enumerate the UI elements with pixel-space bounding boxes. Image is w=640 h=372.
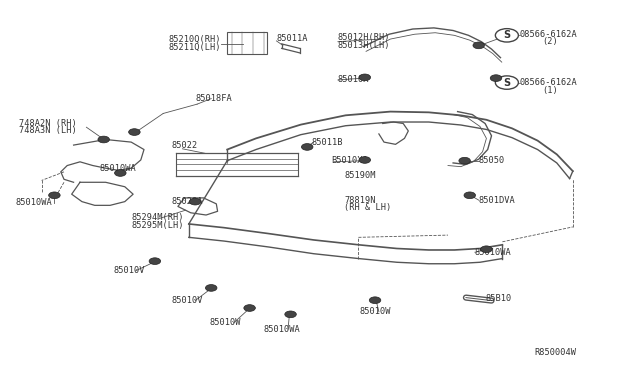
Text: (2): (2): [543, 37, 559, 46]
Circle shape: [495, 76, 518, 89]
Text: 85012H(RH): 85012H(RH): [338, 33, 390, 42]
Text: 85010W: 85010W: [210, 318, 241, 327]
Text: 85295M(LH): 85295M(LH): [131, 221, 184, 230]
Circle shape: [285, 311, 296, 318]
Text: S: S: [503, 31, 511, 40]
Circle shape: [115, 170, 126, 176]
Circle shape: [149, 258, 161, 264]
Text: 85011B: 85011B: [312, 138, 343, 147]
Text: 85211Q(LH): 85211Q(LH): [168, 43, 221, 52]
Text: 85010WA: 85010WA: [99, 164, 136, 173]
Text: 85010V: 85010V: [114, 266, 145, 275]
Circle shape: [49, 192, 60, 199]
Circle shape: [490, 75, 502, 81]
Circle shape: [205, 285, 217, 291]
Circle shape: [244, 305, 255, 311]
Text: S: S: [503, 78, 511, 87]
Circle shape: [495, 29, 518, 42]
Text: 85210Q(RH): 85210Q(RH): [168, 35, 221, 44]
Text: 08566-6162A: 08566-6162A: [520, 78, 577, 87]
Circle shape: [98, 136, 109, 143]
Text: 8501DVA: 8501DVA: [479, 196, 515, 205]
Circle shape: [473, 42, 484, 49]
Text: 85050: 85050: [479, 156, 505, 165]
Text: (1): (1): [543, 86, 559, 94]
Text: 85294M(RH): 85294M(RH): [131, 213, 184, 222]
Text: 85B10: 85B10: [485, 294, 511, 303]
Text: B5010XA: B5010XA: [332, 156, 368, 165]
Text: (RH & LH): (RH & LH): [344, 203, 392, 212]
Text: 85010WA: 85010WA: [16, 198, 52, 207]
Text: 85022: 85022: [172, 141, 198, 150]
Text: 85010W: 85010W: [360, 307, 391, 316]
Circle shape: [481, 246, 492, 253]
Text: 85011A: 85011A: [276, 34, 308, 43]
Circle shape: [459, 157, 470, 164]
Text: 85010WA: 85010WA: [475, 248, 511, 257]
Text: 748A3N (LH): 748A3N (LH): [19, 126, 77, 135]
Text: 08566-6162A: 08566-6162A: [520, 30, 577, 39]
Text: 748A2N (RH): 748A2N (RH): [19, 119, 77, 128]
Circle shape: [369, 297, 381, 304]
Text: 85020A: 85020A: [172, 197, 203, 206]
Text: 85018FA: 85018FA: [195, 94, 232, 103]
Text: 85190M: 85190M: [344, 171, 376, 180]
Circle shape: [464, 192, 476, 199]
Text: 85010WA: 85010WA: [264, 325, 300, 334]
Text: 85013H(LH): 85013H(LH): [338, 41, 390, 50]
Circle shape: [301, 144, 313, 150]
Circle shape: [189, 198, 201, 205]
Circle shape: [359, 157, 371, 163]
FancyBboxPatch shape: [227, 32, 267, 54]
Circle shape: [129, 129, 140, 135]
Text: 85010X: 85010X: [338, 76, 369, 84]
Text: R850004W: R850004W: [534, 348, 577, 357]
Circle shape: [359, 74, 371, 81]
Text: 85010V: 85010V: [172, 296, 203, 305]
Text: 78819N: 78819N: [344, 196, 376, 205]
